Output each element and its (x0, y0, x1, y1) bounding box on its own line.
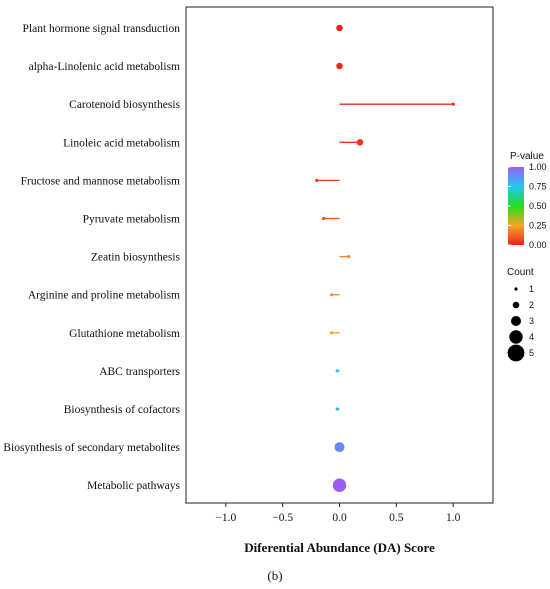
colorbar-tick-label: 0.50 (529, 201, 547, 211)
pvalue-colorbar (508, 167, 524, 245)
category-label: Metabolic pathways (87, 480, 180, 492)
category-label: Arginine and proline metabolism (28, 290, 180, 302)
category-labels: Plant hormone signal transduction alpha-L… (3, 23, 180, 492)
count-legend-label: 5 (529, 348, 534, 358)
x-tick-label: 1.0 (446, 512, 461, 524)
x-tick-label: −0.5 (272, 512, 293, 524)
x-tick-label: 0.5 (389, 512, 404, 524)
data-points (315, 24, 455, 492)
count-legend-dot (512, 301, 520, 309)
x-axis: −1.0 −0.5 0.0 0.5 1.0 (215, 503, 461, 524)
data-point (334, 442, 345, 453)
count-legend-title: Count (507, 267, 534, 278)
category-label: Biosynthesis of secondary metabolites (3, 442, 180, 454)
panel-label: (b) (267, 568, 282, 583)
category-label: Biosynthesis of cofactors (64, 404, 181, 416)
count-legend-dot (511, 316, 521, 326)
colorbar-tick-label: 0.25 (529, 221, 547, 231)
data-point (329, 293, 334, 297)
category-label: Plant hormone signal transduction (23, 23, 181, 35)
colorbar-tick-label: 1.00 (529, 162, 547, 172)
count-legend-label: 3 (529, 316, 534, 326)
count-legend: Count 1 2 3 4 5 (507, 267, 534, 362)
data-point (335, 369, 339, 373)
category-label: Linoleic acid metabolism (63, 137, 180, 149)
category-label: Carotenoid biosynthesis (69, 99, 180, 111)
category-label: Glutathione metabolism (69, 328, 180, 340)
data-point (346, 255, 351, 259)
pvalue-legend-title: P-value (510, 151, 544, 162)
category-label: Zeatin biosynthesis (91, 252, 181, 264)
category-label: Fructose and mannose metabolism (21, 175, 180, 187)
lollipop-stems (316, 103, 454, 410)
data-point (336, 24, 343, 32)
x-tick-label: 0.0 (332, 512, 347, 524)
count-legend-dot (509, 330, 523, 344)
data-point (335, 407, 339, 411)
data-point (451, 102, 455, 106)
data-point (332, 478, 347, 492)
colorbar-tick-label: 0.75 (529, 182, 547, 192)
count-legend-label: 1 (529, 284, 534, 294)
data-point (336, 62, 343, 70)
count-legend-dot (514, 287, 518, 291)
plot-panel (185, 6, 494, 504)
count-legend-label: 2 (529, 300, 534, 310)
count-legend-dot (507, 344, 525, 362)
data-point (321, 216, 326, 221)
category-label: ABC transporters (99, 366, 180, 378)
data-point (315, 178, 319, 182)
data-point (329, 331, 334, 335)
category-label: alpha-Linolenic acid metabolism (29, 61, 180, 73)
category-label: Pyruvate metabolism (83, 214, 180, 226)
count-legend-label: 4 (529, 332, 534, 342)
x-tick-label: −1.0 (215, 512, 236, 524)
colorbar-tick-label: 0.00 (529, 240, 547, 250)
x-axis-title: Diferential Abundance (DA) Score (244, 540, 435, 555)
data-point (356, 139, 364, 146)
